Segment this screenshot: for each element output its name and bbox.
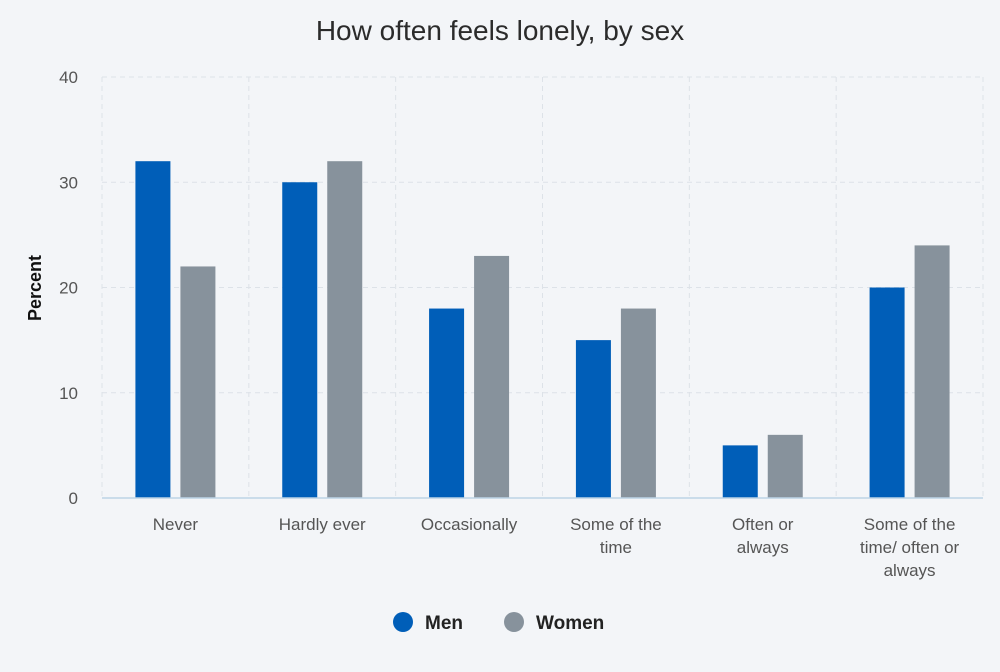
x-category-label: Never xyxy=(153,515,199,534)
x-category-label: Often or always xyxy=(732,515,794,557)
legend: Men Women xyxy=(393,612,604,634)
bar-men-5[interactable] xyxy=(722,445,758,498)
chart-title: How often feels lonely, by sex xyxy=(316,15,684,46)
y-tick-label: 0 xyxy=(69,489,78,508)
bar-men-4[interactable] xyxy=(575,340,611,498)
bar-women-2[interactable] xyxy=(327,161,363,498)
bar-women-4[interactable] xyxy=(620,308,656,498)
x-category-label-line: Occasionally xyxy=(421,515,518,534)
x-category-label-line: always xyxy=(884,561,936,580)
x-category-label-line: Hardly ever xyxy=(279,515,366,534)
y-axis-ticks: 0 10 20 30 40 xyxy=(59,68,78,508)
legend-swatch xyxy=(504,612,524,632)
legend-swatch xyxy=(393,612,413,632)
legend-item-women[interactable]: Women xyxy=(504,612,604,634)
y-axis-label: Percent xyxy=(25,255,45,321)
bar-men-2[interactable] xyxy=(282,182,318,498)
legend-item-men[interactable]: Men xyxy=(393,612,463,634)
y-tick-label: 10 xyxy=(59,384,78,403)
y-tick-label: 40 xyxy=(59,68,78,87)
x-axis-categories: Never Hardly ever Occasionally Some of the t… xyxy=(153,515,960,580)
x-category-label-line: Never xyxy=(153,515,199,534)
bar-women-5[interactable] xyxy=(767,434,803,498)
x-category-label: Occasionally xyxy=(421,515,518,534)
bar-men-1[interactable] xyxy=(135,161,171,498)
x-category-label: Hardly ever xyxy=(279,515,366,534)
y-tick-label: 20 xyxy=(59,279,78,298)
legend-label: Men xyxy=(425,613,463,634)
x-category-label-line: Some of the xyxy=(570,515,662,534)
bar-men-6[interactable] xyxy=(869,287,905,499)
x-category-label: Some of the time/ often or always xyxy=(860,515,960,580)
y-tick-label: 30 xyxy=(59,173,78,192)
x-category-label-line: Often or xyxy=(732,515,794,534)
gridlines xyxy=(101,76,984,498)
bar-women-3[interactable] xyxy=(474,255,510,498)
legend-label: Women xyxy=(536,613,604,634)
bar-women-6[interactable] xyxy=(914,245,950,498)
x-category-label: Some of the time xyxy=(570,515,662,557)
x-category-label-line: time/ often or xyxy=(860,538,960,557)
x-category-label-line: always xyxy=(737,538,789,557)
bars xyxy=(135,161,950,499)
bar-men-3[interactable] xyxy=(429,308,465,498)
x-category-label-line: time xyxy=(600,538,632,557)
x-category-label-line: Some of the xyxy=(864,515,956,534)
bar-women-1[interactable] xyxy=(180,266,216,498)
